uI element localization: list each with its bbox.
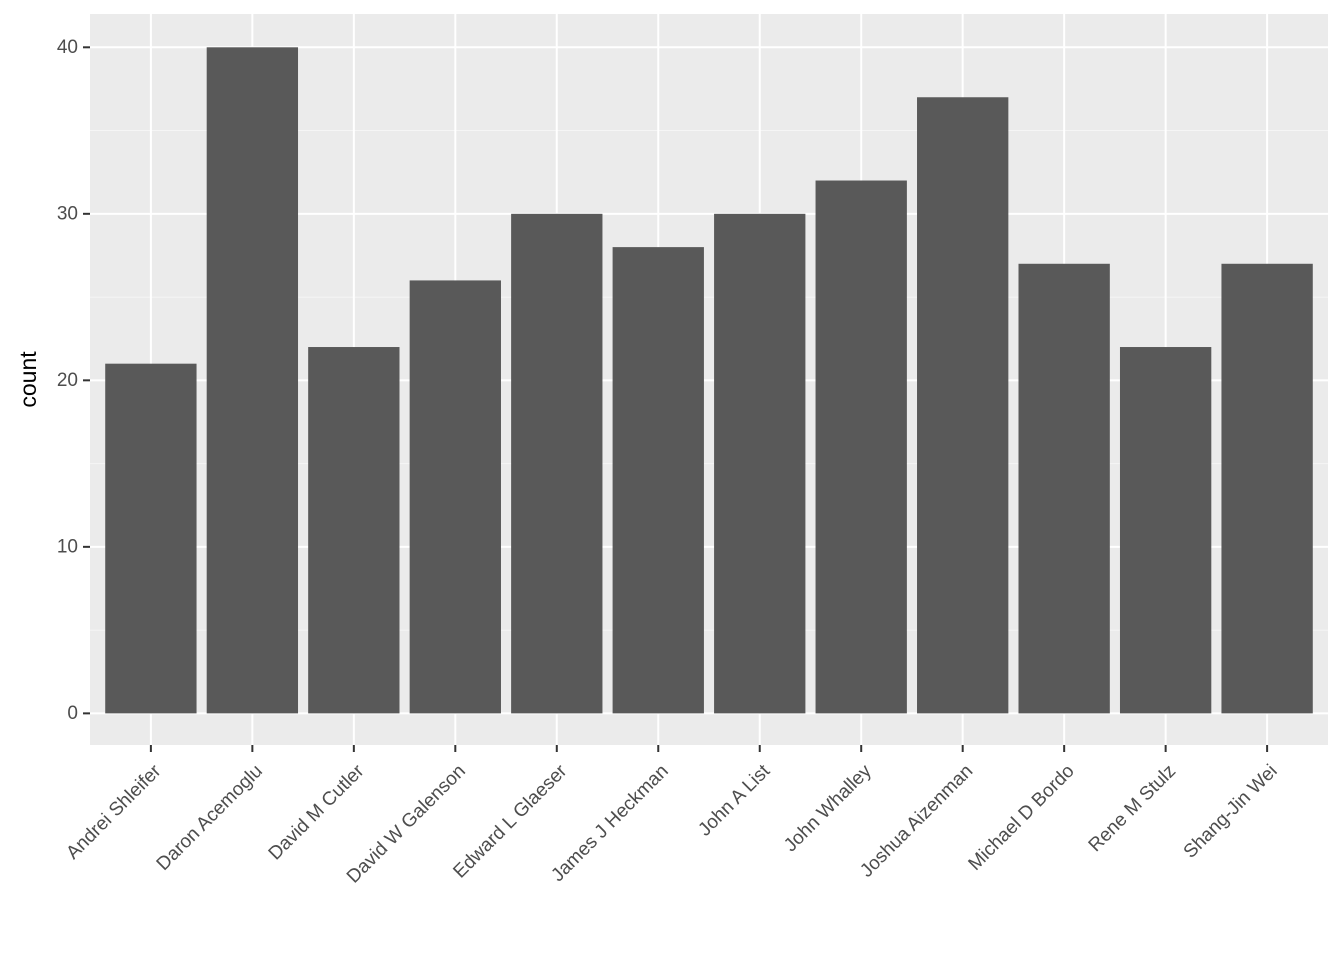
- y-tick-label: 0: [67, 703, 78, 724]
- x-tick-label: Joshua Aizenman: [856, 761, 977, 882]
- bar: [409, 280, 501, 714]
- y-tick-label: 20: [57, 370, 78, 391]
- bar: [1018, 263, 1110, 714]
- x-tick-label: Shang-Jin Wei: [1180, 761, 1282, 863]
- bar: [1119, 347, 1212, 714]
- y-tick-label: 40: [57, 37, 78, 58]
- x-tick-label: Michael D Bordo: [965, 761, 1079, 875]
- bar: [511, 213, 603, 714]
- bar: [815, 180, 907, 714]
- x-tick-label: John Whalley: [780, 760, 876, 856]
- x-tick-label: John A List: [694, 760, 774, 840]
- bar: [714, 213, 806, 714]
- y-tick-label: 10: [57, 536, 78, 557]
- x-tick-label: Rene M Stulz: [1085, 761, 1180, 856]
- bar: [308, 347, 400, 714]
- bar: [1221, 263, 1313, 714]
- bar: [206, 47, 299, 714]
- y-axis-title: count: [15, 351, 41, 408]
- bar: [917, 97, 1009, 714]
- y-tick-label: 30: [57, 203, 78, 224]
- x-tick-label: David M Cutler: [265, 760, 369, 864]
- x-tick-label: Daron Acemoglu: [153, 761, 267, 875]
- bar: [105, 363, 197, 714]
- x-tick-label: Andrei Shleifer: [62, 760, 165, 863]
- bar: [612, 247, 704, 714]
- y-axis: 0 10 20 30 40: [57, 37, 90, 724]
- bars: [105, 47, 1313, 714]
